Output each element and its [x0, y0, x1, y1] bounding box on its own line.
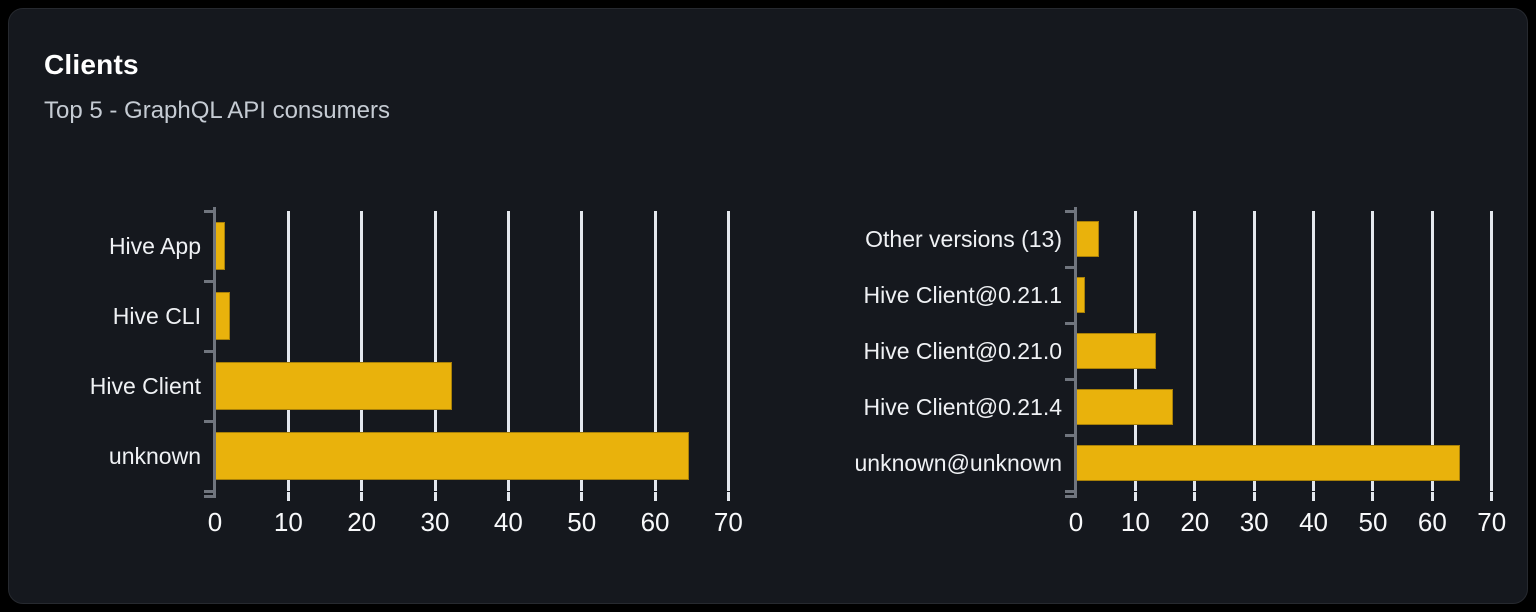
- y-axis-tick: [1065, 490, 1074, 493]
- bar[interactable]: [215, 292, 230, 340]
- gridline: [1371, 211, 1375, 491]
- category-label: Hive Client: [89, 372, 201, 399]
- x-tick-label: 0: [207, 507, 223, 537]
- bar[interactable]: [1076, 221, 1099, 257]
- x-tick-label: 50: [1358, 507, 1388, 537]
- x-axis-labels: 0 10 20 30 40 50 60 70: [1069, 507, 1507, 539]
- y-axis-tick: [1065, 322, 1074, 325]
- gridline: [506, 211, 510, 491]
- x-tick-label: 20: [347, 507, 377, 537]
- bar-row: [215, 211, 746, 281]
- x-axis-tick: [1490, 492, 1494, 501]
- bar[interactable]: [1076, 445, 1460, 481]
- gridline: [580, 211, 584, 491]
- y-axis-tick: [1065, 266, 1074, 269]
- x-axis-tick: [1312, 492, 1316, 501]
- y-axis-tick: [204, 350, 213, 353]
- bar-row: [215, 351, 746, 421]
- y-axis-tick: [204, 420, 213, 423]
- x-axis-labels: 0 10 20 30 40 50 60 70: [208, 507, 746, 539]
- gridline: [286, 211, 290, 491]
- gridline: [1490, 211, 1494, 491]
- bar[interactable]: [1076, 333, 1157, 369]
- clients-bar-chart: Hive App Hive CLI Hive Client unknown 0 10 20 3…: [49, 207, 746, 543]
- card-subtitle: Top 5 - GraphQL API consumers: [44, 97, 390, 124]
- y-axis-line: [213, 207, 216, 498]
- bar-row: [1076, 323, 1506, 379]
- bar-row: [215, 281, 746, 351]
- bar[interactable]: [215, 432, 689, 480]
- x-tick-label: 70: [713, 507, 743, 537]
- x-axis-tick: [286, 492, 290, 501]
- bar[interactable]: [1076, 277, 1085, 313]
- bar[interactable]: [215, 362, 452, 410]
- bar-row: [1076, 267, 1506, 323]
- gridline: [726, 211, 730, 491]
- y-axis-tick: [204, 210, 213, 213]
- x-tick-label: 20: [1180, 507, 1210, 537]
- x-tick-label: 10: [273, 507, 303, 537]
- category-label: Hive App: [108, 232, 201, 259]
- y-axis-tick: [1065, 434, 1074, 437]
- x-axis-tick: [653, 492, 657, 501]
- plot-area: [204, 207, 746, 501]
- y-axis-end-tick: [204, 495, 213, 498]
- x-axis-tick: [726, 492, 730, 501]
- x-tick-label: 40: [1299, 507, 1329, 537]
- gridline: [653, 211, 657, 491]
- x-tick-label: 70: [1477, 507, 1507, 537]
- x-axis-tick: [580, 492, 584, 501]
- category-label: Hive CLI: [112, 302, 201, 329]
- x-axis-tick: [506, 492, 510, 501]
- x-tick-label: 30: [420, 507, 450, 537]
- clients-card: Clients Top 5 - GraphQL API consumers Hi…: [8, 8, 1528, 604]
- bar-row: [1076, 211, 1506, 267]
- x-axis-tick: [360, 492, 364, 501]
- y-axis-tick: [204, 490, 213, 493]
- y-axis-tick: [1065, 210, 1074, 213]
- y-axis-end-tick: [1065, 495, 1074, 498]
- client-versions-bar-chart: Other versions (13) Hive Client@0.21.1 Hiv…: [829, 207, 1507, 543]
- card-title: Clients: [44, 49, 139, 80]
- gridline: [433, 211, 437, 491]
- x-axis-tick: [1430, 492, 1434, 501]
- x-axis-tick: [1193, 492, 1197, 501]
- gridline: [1252, 211, 1256, 491]
- category-label: unknown: [108, 442, 201, 469]
- x-tick-label: 30: [1239, 507, 1269, 537]
- y-axis-line: [1074, 207, 1077, 498]
- x-axis-tick: [433, 492, 437, 501]
- plot-area: [1065, 207, 1506, 501]
- bar-row: [1076, 435, 1506, 491]
- category-label: Hive Client@0.21.1: [863, 281, 1063, 308]
- bar-row: [215, 421, 746, 491]
- x-axis-tick: [1252, 492, 1256, 501]
- gridline: [1193, 211, 1197, 491]
- bar-row: [1076, 379, 1506, 435]
- x-tick-label: 60: [1417, 507, 1447, 537]
- y-axis-tick: [204, 280, 213, 283]
- x-tick-label: 40: [493, 507, 523, 537]
- category-label: Hive Client@0.21.0: [863, 337, 1063, 364]
- x-axis-tick: [1371, 492, 1375, 501]
- x-tick-label: 10: [1120, 507, 1150, 537]
- category-label: Other versions (13): [865, 225, 1062, 252]
- category-label: unknown@unknown: [854, 449, 1062, 476]
- gridline: [1312, 211, 1316, 491]
- x-tick-label: 50: [567, 507, 597, 537]
- y-axis-tick: [1065, 378, 1074, 381]
- gridline: [360, 211, 364, 491]
- bar[interactable]: [1076, 389, 1173, 425]
- category-label: Hive Client@0.21.4: [863, 393, 1063, 420]
- x-axis-tick: [1133, 492, 1137, 501]
- bar[interactable]: [215, 222, 225, 270]
- x-tick-label: 0: [1068, 507, 1084, 537]
- gridline: [1430, 211, 1434, 491]
- x-tick-label: 60: [640, 507, 670, 537]
